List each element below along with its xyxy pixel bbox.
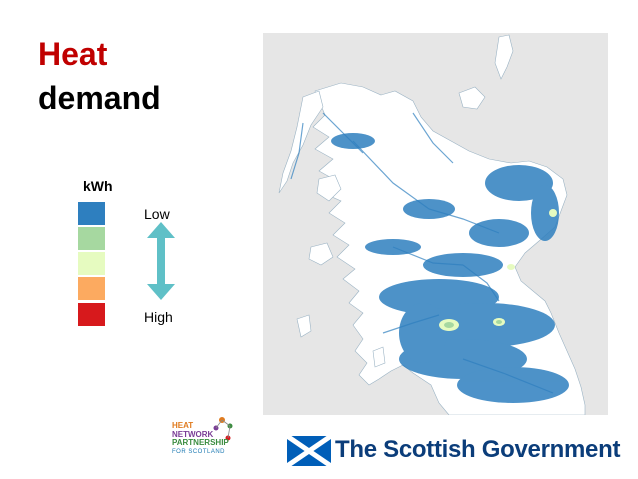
saltire-flag-icon <box>287 436 331 466</box>
legend-low-label: Low <box>144 206 170 222</box>
title-line-heat: Heat <box>38 36 108 72</box>
double-arrow-icon <box>147 222 175 300</box>
legend-high-label: High <box>144 309 173 325</box>
heat-demand-map <box>263 33 608 415</box>
title-line-demand: demand <box>38 80 161 116</box>
hnp-line3: PARTNERSHIP <box>172 438 229 447</box>
hnp-line1: HEAT <box>172 421 194 430</box>
heat-network-partnership-logo: HEAT NETWORK PARTNERSHIP FOR SCOTLAND <box>172 414 238 466</box>
hnp-line4: FOR SCOTLAND <box>172 448 226 455</box>
legend-swatch-4 <box>78 277 105 300</box>
hnp-logo-mark-icon <box>213 417 233 441</box>
scottish-government-text: The Scottish Government <box>335 436 621 463</box>
legend-swatch-3 <box>78 252 105 275</box>
legend-swatch-5 <box>78 303 105 326</box>
scottish-government-logo: The Scottish Government <box>285 432 620 472</box>
legend-swatch-2 <box>78 227 105 250</box>
page-title: Heat demand <box>38 32 161 120</box>
hnp-line2: NETWORK <box>172 429 214 439</box>
legend-swatch-1 <box>78 202 105 225</box>
legend-unit: kWh <box>83 178 113 194</box>
